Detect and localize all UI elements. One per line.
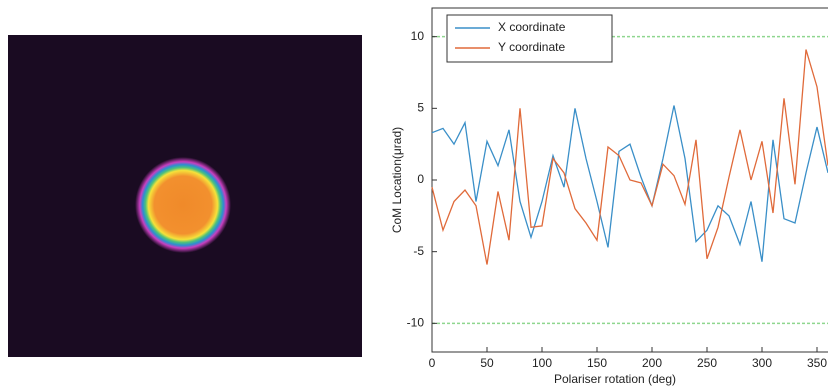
x-tick-label: 100 [532, 356, 552, 370]
y-tick-label: -5 [413, 244, 424, 258]
x-tick-label: 250 [697, 356, 717, 370]
legend-label: Y coordinate [498, 40, 565, 54]
x-tick-label: 200 [642, 356, 662, 370]
figure: -10-50510050100150200250300350X coordina… [0, 0, 828, 389]
x-tick-label: 150 [587, 356, 607, 370]
data-line [432, 50, 828, 265]
x-tick-label: 300 [752, 356, 772, 370]
x-tick-label: 0 [429, 356, 436, 370]
page: -10-50510050100150200250300350X coordina… [0, 0, 828, 389]
y-tick-label: 5 [417, 101, 424, 115]
y-axis-label: CoM Location(μrad) [390, 127, 404, 233]
x-axis-label: Polariser rotation (deg) [554, 372, 676, 386]
y-tick-label: -10 [407, 316, 425, 330]
y-tick-label: 0 [417, 172, 424, 186]
x-tick-label: 350 [807, 356, 827, 370]
beam-spot [135, 157, 231, 253]
y-tick-label: 10 [411, 29, 425, 43]
legend-label: X coordinate [498, 20, 566, 34]
x-tick-label: 50 [480, 356, 494, 370]
